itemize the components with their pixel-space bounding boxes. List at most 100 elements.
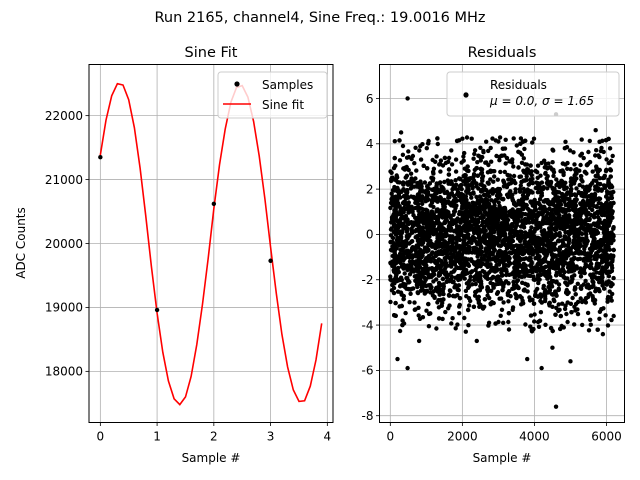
residual-point bbox=[468, 223, 473, 228]
residual-point bbox=[424, 197, 429, 202]
residual-point bbox=[604, 210, 610, 215]
residual-point bbox=[569, 265, 574, 270]
residual-point bbox=[527, 239, 532, 245]
residual-point bbox=[549, 284, 555, 289]
residual-point bbox=[414, 244, 419, 250]
residual-point bbox=[578, 174, 584, 179]
residual-point bbox=[547, 300, 552, 305]
residual-point bbox=[579, 221, 584, 227]
residual-point bbox=[611, 200, 616, 206]
residual-point bbox=[566, 213, 572, 218]
residual-point bbox=[420, 211, 426, 216]
residual-point bbox=[574, 266, 580, 271]
residual-point bbox=[487, 214, 492, 219]
residual-point bbox=[416, 276, 422, 281]
residual-point bbox=[478, 273, 483, 278]
residual-point bbox=[426, 226, 432, 231]
residual-point bbox=[390, 175, 395, 180]
residual-point bbox=[573, 167, 578, 173]
residual-point bbox=[456, 283, 462, 288]
residual-point bbox=[514, 293, 519, 298]
residual-point bbox=[549, 208, 554, 213]
residuals-title: Residuals bbox=[468, 45, 537, 61]
residual-point bbox=[451, 212, 456, 217]
residual-point bbox=[497, 154, 502, 160]
residual-point bbox=[573, 210, 578, 215]
residual-point bbox=[475, 231, 480, 236]
residual-point bbox=[513, 180, 518, 186]
residual-point bbox=[422, 235, 427, 240]
residual-point bbox=[470, 282, 475, 287]
residual-point bbox=[552, 262, 557, 267]
sine-fit-xtick-label: 0 bbox=[97, 430, 105, 444]
residual-point bbox=[539, 193, 544, 199]
residual-point bbox=[565, 166, 570, 171]
residual-point bbox=[414, 184, 419, 189]
residual-point bbox=[549, 278, 555, 284]
residual-point bbox=[395, 277, 400, 282]
residual-point bbox=[468, 211, 474, 216]
residual-point bbox=[567, 279, 572, 284]
residual-point bbox=[484, 192, 490, 197]
sine-fit-title: Sine Fit bbox=[185, 45, 238, 61]
residual-point bbox=[529, 173, 534, 178]
residual-point bbox=[556, 238, 562, 244]
residual-point bbox=[428, 203, 433, 208]
residual-point bbox=[488, 177, 493, 182]
sine-fit-ytick-label: 18000 bbox=[45, 365, 83, 379]
residual-point bbox=[422, 288, 427, 293]
residual-point bbox=[524, 189, 530, 194]
residual-point bbox=[456, 277, 461, 283]
residual-point bbox=[446, 159, 451, 164]
legend-sine-fit-label: Sine fit bbox=[262, 98, 304, 112]
residual-point bbox=[501, 284, 506, 290]
residual-point bbox=[525, 282, 530, 287]
residual-point bbox=[547, 200, 552, 205]
residual-point bbox=[499, 221, 504, 226]
residual-point bbox=[518, 141, 523, 146]
residuals-xtick-label: 2000 bbox=[447, 430, 478, 444]
residual-point bbox=[491, 215, 496, 220]
residual-point bbox=[396, 188, 401, 193]
residual-point bbox=[611, 234, 616, 239]
residual-point bbox=[508, 211, 513, 216]
residual-point bbox=[572, 322, 577, 327]
residual-point bbox=[402, 256, 408, 261]
residual-point bbox=[465, 228, 470, 233]
residual-point bbox=[451, 293, 456, 299]
residual-point bbox=[560, 161, 566, 166]
residual-point bbox=[550, 167, 555, 172]
residual-point bbox=[522, 241, 527, 246]
residual-point bbox=[478, 154, 483, 159]
residual-point bbox=[420, 267, 426, 272]
residual-point bbox=[478, 145, 483, 150]
residual-point bbox=[487, 255, 492, 260]
residual-point bbox=[556, 302, 561, 307]
residual-point bbox=[494, 278, 499, 283]
residual-point bbox=[538, 298, 543, 304]
residual-point bbox=[572, 287, 577, 292]
residual-point bbox=[593, 255, 599, 261]
residual-point bbox=[453, 157, 459, 162]
residual-point bbox=[525, 248, 531, 253]
residual-point bbox=[413, 176, 418, 181]
residual-point bbox=[398, 257, 403, 263]
residual-point bbox=[550, 213, 555, 218]
residual-point bbox=[608, 269, 613, 275]
residual-point bbox=[513, 187, 518, 192]
residual-point bbox=[412, 161, 417, 166]
residual-point bbox=[557, 207, 562, 212]
residual-point bbox=[610, 265, 615, 271]
residual-point bbox=[529, 265, 535, 270]
residual-point bbox=[606, 218, 612, 223]
sine-fit-ytick-label: 19000 bbox=[45, 301, 83, 315]
residual-point bbox=[609, 298, 614, 303]
residual-point bbox=[503, 211, 508, 217]
residual-point bbox=[535, 286, 540, 292]
residual-point bbox=[599, 212, 605, 218]
residual-point bbox=[470, 216, 475, 221]
residual-point bbox=[523, 138, 528, 143]
residual-point bbox=[581, 282, 586, 287]
